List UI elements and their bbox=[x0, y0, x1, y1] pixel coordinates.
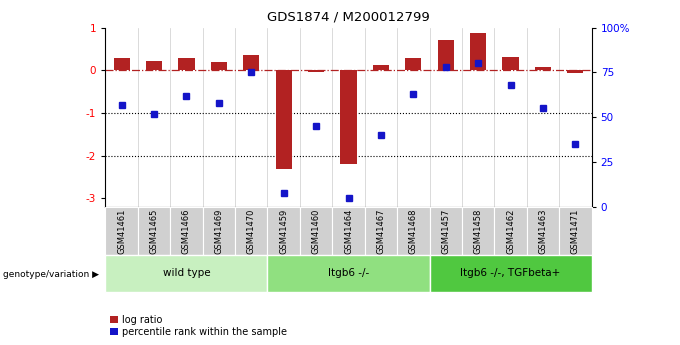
Bar bbox=[243, 55, 259, 70]
Bar bbox=[146, 61, 162, 70]
Text: GSM41457: GSM41457 bbox=[441, 208, 450, 254]
Bar bbox=[211, 62, 227, 70]
Text: GSM41471: GSM41471 bbox=[571, 208, 580, 254]
Bar bbox=[438, 40, 454, 70]
Bar bbox=[527, 207, 559, 255]
Bar bbox=[114, 58, 130, 70]
Text: GSM41461: GSM41461 bbox=[117, 208, 126, 254]
Text: GSM41468: GSM41468 bbox=[409, 208, 418, 254]
Text: Itgb6 -/-, TGFbeta+: Itgb6 -/-, TGFbeta+ bbox=[460, 268, 561, 278]
Bar bbox=[567, 70, 583, 73]
Bar bbox=[333, 207, 364, 255]
Text: GSM41458: GSM41458 bbox=[474, 208, 483, 254]
Bar bbox=[364, 207, 397, 255]
Text: GSM41469: GSM41469 bbox=[214, 208, 223, 254]
Bar bbox=[494, 207, 527, 255]
Bar bbox=[138, 207, 170, 255]
Bar bbox=[397, 207, 430, 255]
Text: GSM41463: GSM41463 bbox=[539, 208, 547, 254]
Bar bbox=[267, 207, 300, 255]
Bar bbox=[308, 70, 324, 72]
Bar bbox=[462, 207, 494, 255]
Bar bbox=[405, 58, 422, 70]
Bar bbox=[170, 207, 203, 255]
Text: genotype/variation ▶: genotype/variation ▶ bbox=[3, 270, 99, 279]
Bar bbox=[105, 207, 138, 255]
Bar bbox=[430, 255, 592, 292]
Bar bbox=[267, 255, 430, 292]
Bar bbox=[105, 255, 267, 292]
Bar bbox=[178, 58, 194, 70]
Text: GSM41466: GSM41466 bbox=[182, 208, 191, 254]
Legend: log ratio, percentile rank within the sample: log ratio, percentile rank within the sa… bbox=[110, 315, 287, 337]
Title: GDS1874 / M200012799: GDS1874 / M200012799 bbox=[267, 11, 430, 24]
Bar bbox=[535, 67, 551, 70]
Bar bbox=[275, 70, 292, 169]
Text: GSM41464: GSM41464 bbox=[344, 208, 353, 254]
Bar bbox=[341, 70, 356, 164]
Bar bbox=[503, 58, 519, 70]
Bar bbox=[235, 207, 267, 255]
Text: wild type: wild type bbox=[163, 268, 210, 278]
Bar bbox=[559, 207, 592, 255]
Bar bbox=[373, 65, 389, 70]
Text: Itgb6 -/-: Itgb6 -/- bbox=[328, 268, 369, 278]
Bar bbox=[470, 33, 486, 70]
Bar bbox=[300, 207, 333, 255]
Text: GSM41460: GSM41460 bbox=[311, 208, 320, 254]
Text: GSM41462: GSM41462 bbox=[506, 208, 515, 254]
Bar bbox=[430, 207, 462, 255]
Text: GSM41467: GSM41467 bbox=[377, 208, 386, 254]
Text: GSM41459: GSM41459 bbox=[279, 208, 288, 254]
Text: GSM41470: GSM41470 bbox=[247, 208, 256, 254]
Bar bbox=[203, 207, 235, 255]
Text: GSM41465: GSM41465 bbox=[150, 208, 158, 254]
